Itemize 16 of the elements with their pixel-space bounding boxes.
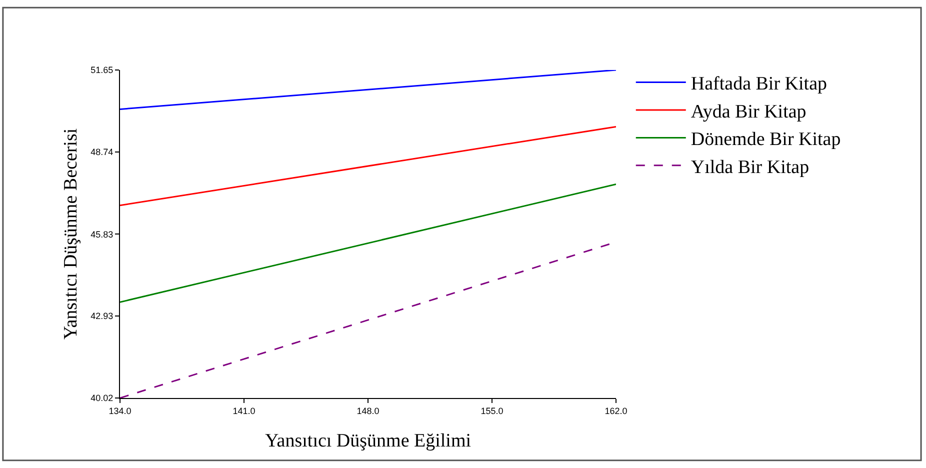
x-axis-title: Yansıtıcı Düşünme Eğilimi — [264, 430, 472, 452]
x-tick-label: 162.0 — [604, 406, 628, 416]
y-tick-label: 51.65 — [90, 65, 114, 76]
x-tick-label: 134.0 — [108, 406, 132, 416]
legend-label: Haftada Bir Kitap — [690, 74, 828, 95]
x-tick-label: 141.0 — [232, 406, 256, 416]
x-tick-label: 148.0 — [356, 406, 380, 416]
y-tick-label: 45.83 — [90, 229, 114, 240]
legend-label: Dönemde Bir Kitap — [690, 129, 841, 150]
y-axis-title: Yansıtıcı Düşünme Becerisi — [60, 128, 82, 340]
legend-label: Ayda Bir Kitap — [690, 101, 806, 122]
legend-label: Yılda Bir Kitap — [690, 156, 810, 178]
y-tick-label: 42.93 — [90, 311, 114, 322]
x-tick-label: 155.0 — [480, 406, 504, 416]
y-tick-label: 40.02 — [90, 393, 114, 404]
y-tick-label: 48.74 — [90, 147, 114, 158]
